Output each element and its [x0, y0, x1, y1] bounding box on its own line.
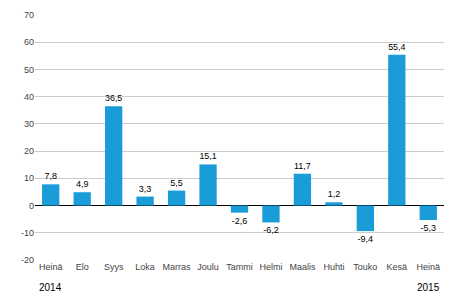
svg-text:Tammi: Tammi: [226, 262, 253, 272]
svg-text:Helmi: Helmi: [259, 262, 282, 272]
svg-text:-10: -10: [21, 228, 34, 238]
svg-text:Joulu: Joulu: [197, 262, 219, 272]
svg-text:0: 0: [29, 201, 34, 211]
svg-text:Elo: Elo: [76, 262, 89, 272]
svg-text:70: 70: [24, 10, 34, 20]
svg-text:Syys: Syys: [104, 262, 124, 272]
svg-text:60: 60: [24, 37, 34, 47]
svg-text:Maalis: Maalis: [289, 262, 316, 272]
svg-text:-2,6: -2,6: [232, 216, 248, 226]
svg-text:-9,4: -9,4: [358, 234, 374, 244]
svg-text:3,3: 3,3: [139, 184, 152, 194]
svg-text:10: 10: [24, 173, 34, 183]
svg-text:Huhti: Huhti: [323, 262, 344, 272]
svg-text:40: 40: [24, 92, 34, 102]
svg-text:Marras: Marras: [163, 262, 192, 272]
svg-text:Heinä: Heinä: [417, 262, 441, 272]
svg-text:Heinä: Heinä: [39, 262, 63, 272]
svg-text:55,4: 55,4: [388, 42, 405, 52]
svg-text:Kesä: Kesä: [387, 262, 408, 272]
svg-text:-5,3: -5,3: [421, 223, 437, 233]
svg-text:2015: 2015: [417, 282, 440, 293]
svg-text:Loka: Loka: [135, 262, 155, 272]
svg-text:1,2: 1,2: [328, 189, 341, 199]
svg-text:-20: -20: [21, 255, 34, 265]
svg-text:36,5: 36,5: [105, 93, 122, 103]
svg-text:11,7: 11,7: [294, 161, 311, 171]
svg-text:20: 20: [24, 146, 34, 156]
svg-text:2014: 2014: [39, 282, 62, 293]
svg-text:7,8: 7,8: [44, 171, 57, 181]
svg-text:5,5: 5,5: [170, 178, 183, 188]
svg-text:Touko: Touko: [353, 262, 377, 272]
svg-text:15,1: 15,1: [199, 151, 216, 161]
svg-text:-6,2: -6,2: [263, 225, 279, 235]
svg-text:4,9: 4,9: [76, 179, 89, 189]
svg-text:30: 30: [24, 119, 34, 129]
svg-text:50: 50: [24, 65, 34, 75]
